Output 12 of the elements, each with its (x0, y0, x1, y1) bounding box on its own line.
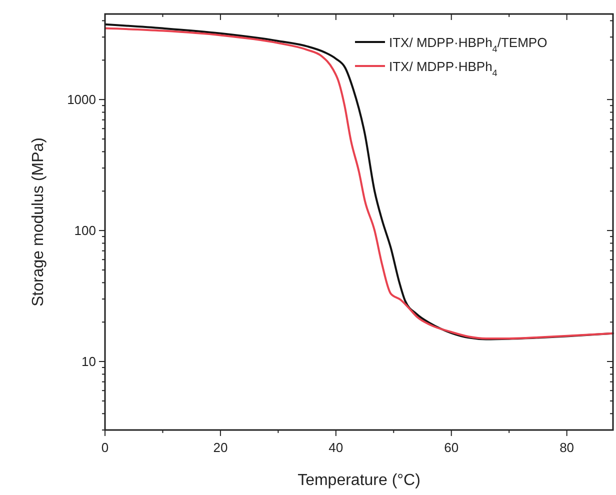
x-tick-label: 60 (444, 440, 459, 455)
y-tick-label: 100 (74, 223, 96, 238)
y-axis-title: Storage modulus (MPa) (30, 138, 47, 306)
y-tick-label: 10 (82, 354, 96, 370)
legend-label: ITX/ MDPP·HBPh$_{4}$ (389, 59, 498, 78)
x-tick-label: 80 (560, 440, 574, 455)
legend-label: ITX/ MDPP·HBPh$_{4}$/TEMPO (389, 35, 548, 54)
x-tick-label: 20 (213, 440, 228, 455)
y-tick-label: 1000 (67, 92, 96, 108)
x-tick-label: 0 (101, 440, 109, 455)
x-tick-label: 40 (328, 440, 344, 455)
x-axis-title: Temperature (°C) (298, 472, 420, 489)
